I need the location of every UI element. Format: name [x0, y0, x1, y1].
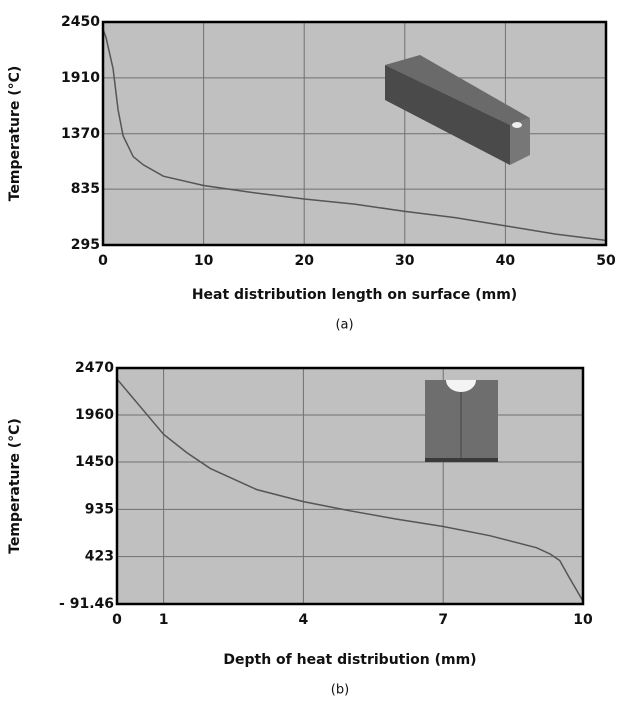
- x-tick-label: 0: [112, 612, 122, 628]
- x-tick-label: 10: [573, 612, 593, 628]
- y-tick-label: 835: [71, 181, 100, 197]
- x-tick-label: 4: [299, 612, 309, 628]
- x-tick-label: 0: [98, 253, 108, 269]
- x-tick-label: 7: [438, 612, 448, 628]
- y-axis-label: Temperature (°C): [7, 66, 23, 202]
- y-axis-label: Temperature (°C): [7, 418, 23, 554]
- caption: (a): [335, 318, 353, 333]
- plot-area: [117, 368, 583, 604]
- x-tick-label: 40: [496, 253, 516, 269]
- y-tick-label: 2450: [61, 14, 100, 30]
- x-tick-label: 1: [159, 612, 169, 628]
- figure: 29583513701910245001020304050Heat distri…: [0, 0, 620, 702]
- caption: (b): [331, 683, 349, 698]
- x-axis-label: Heat distribution length on surface (mm): [192, 287, 517, 303]
- y-tick-label: - 91.46: [59, 596, 114, 612]
- x-axis-label: Depth of heat distribution (mm): [223, 652, 476, 668]
- x-tick-label: 30: [395, 253, 415, 269]
- inset-section-model: [425, 380, 498, 462]
- y-tick-label: 1960: [75, 407, 114, 423]
- y-tick-label: 1910: [61, 70, 100, 86]
- y-tick-label: 1370: [61, 126, 100, 142]
- y-tick-label: 1450: [75, 454, 114, 470]
- y-tick-label: 2470: [75, 360, 114, 376]
- y-tick-label: 295: [71, 237, 100, 253]
- y-tick-label: 935: [85, 501, 114, 517]
- y-tick-label: 423: [85, 549, 114, 565]
- x-tick-label: 20: [294, 253, 314, 269]
- x-tick-label: 10: [194, 253, 214, 269]
- x-tick-label: 50: [596, 253, 616, 269]
